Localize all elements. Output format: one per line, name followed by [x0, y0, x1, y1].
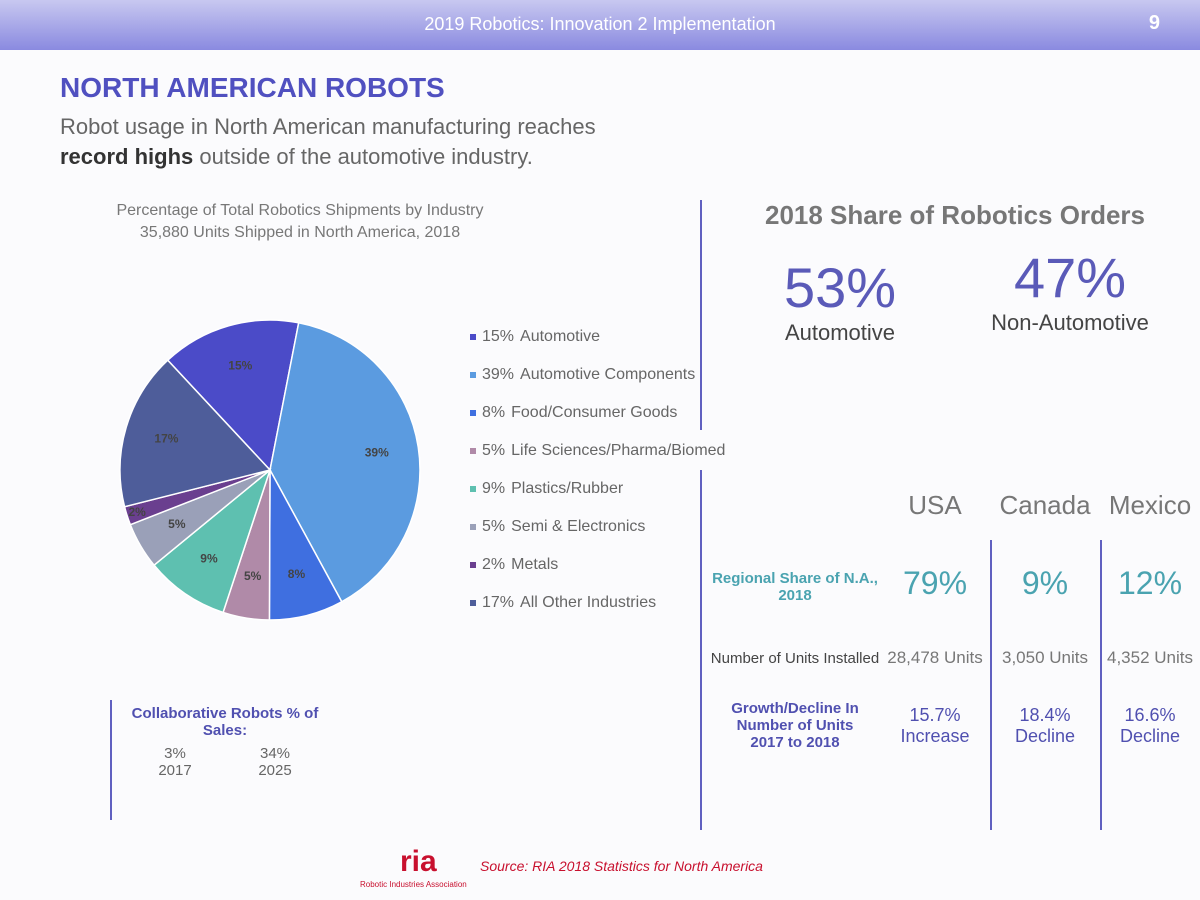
column-header: USA — [908, 490, 962, 520]
slide-subtitle: Robot usage in North American manufactur… — [60, 112, 596, 172]
cell: 12% — [1117, 565, 1183, 601]
cell: 3,050 Units — [1002, 648, 1088, 667]
cell: 15.7% Increase — [900, 705, 970, 746]
slice-label: 9% — [200, 551, 218, 565]
pie-slice — [119, 359, 272, 508]
share-value: 53% — [783, 256, 897, 319]
slice-label: 2% — [128, 505, 146, 519]
legend: 15% Automotive 39% Automotive Components 8% F… — [470, 318, 725, 622]
slice-label: 15% — [228, 358, 252, 372]
share-label: Automotive — [784, 320, 896, 345]
row-label: Growth/Decline In Number of Units 2017 t… — [731, 700, 859, 751]
legend-entry: 9% Plastics/Rubber — [470, 470, 725, 508]
chart-heading: Percentage of Total Robotics Shipments b… — [60, 200, 540, 244]
divider — [700, 200, 702, 430]
cell: 16.6% Decline — [1119, 705, 1181, 746]
pie-slice — [166, 319, 300, 472]
legend-swatch — [470, 372, 476, 378]
legend-value: 5% — [482, 442, 506, 459]
pie-chart: 15% 39% 8% 5% 9% 5% 2% 17% — [119, 319, 421, 621]
legend-value: 5% — [482, 518, 506, 535]
legend-entry: 8% Food/Consumer Goods — [470, 394, 725, 432]
share-item: 47% Non-Automotive — [950, 245, 1190, 336]
legend-value: 15% — [482, 328, 515, 345]
cell: 9% — [1021, 565, 1069, 601]
legend-swatch — [470, 410, 476, 416]
slice-label: 17% — [154, 432, 178, 446]
row-label: Number of Units Installed — [710, 650, 880, 667]
collab-title: Collaborative Robots % of Sales: — [131, 705, 319, 739]
share-title: 2018 Share of Robotics Orders — [764, 200, 1146, 230]
subtitle-line: Robot usage in North American manufactur… — [60, 114, 596, 139]
source: Source: RIA 2018 Statistics for North Am… — [480, 858, 763, 874]
cell: 28,478 Units — [887, 648, 983, 667]
legend-entry: 39% Automotive Components — [470, 356, 725, 394]
divider — [1100, 540, 1102, 830]
legend-label: Food/Consumer Goods — [511, 404, 678, 421]
cell: 18.4% Decline — [1014, 705, 1076, 746]
legend-label: Metals — [511, 556, 559, 573]
cell: 79% — [902, 565, 968, 601]
share-value: 47% — [1013, 246, 1127, 309]
divider — [990, 540, 992, 830]
legend-swatch — [470, 524, 476, 530]
legend-swatch — [470, 562, 476, 568]
legend-value: 9% — [482, 480, 506, 497]
header-title: 2019 Robotics: Innovation 2 Implementati… — [424, 14, 776, 34]
pie-slice — [152, 467, 272, 614]
legend-swatch — [470, 448, 476, 454]
legend-entry: 5% Semi & Electronics — [470, 508, 725, 546]
legend-value: 8% — [482, 404, 506, 421]
slide-title: NORTH AMERICAN ROBOTS — [60, 72, 445, 103]
column-header: Mexico — [1108, 490, 1192, 520]
collab-col: 3% 2017 — [158, 745, 191, 779]
collab-col: 34% 2025 — [258, 745, 291, 779]
collab-year: 2017 — [158, 762, 192, 779]
subtitle-bold: record highs — [60, 144, 194, 169]
legend-entry: 2% Metals — [470, 546, 725, 584]
slice-label: 5% — [168, 517, 186, 531]
slice-label: 39% — [365, 446, 389, 460]
legend-label: Semi & Electronics — [511, 518, 646, 535]
logo-caption: Robotic Industries Association — [360, 880, 467, 889]
legend-swatch — [470, 486, 476, 492]
collab-value: 34% — [259, 745, 291, 762]
row-label: Regional Share of N.A., 2018 — [712, 570, 878, 604]
share-item: 53% Automotive — [740, 255, 940, 346]
chart-subtitle: 35,880 Units Shipped in North America, 2… — [139, 224, 461, 241]
legend-value: 17% — [482, 594, 515, 611]
share-label: Non-Automotive — [991, 310, 1149, 335]
legend-swatch — [470, 600, 476, 606]
cell: 4,352 Units — [1107, 648, 1193, 667]
legend-entry: 5% Life Sciences/Pharma/Biomed — [470, 432, 725, 470]
logo: ria — [400, 845, 437, 878]
slice-label: 5% — [244, 569, 262, 583]
legend-entry: 15% Automotive — [470, 318, 725, 356]
subtitle-rest: outside of the automotive industry. — [193, 144, 533, 169]
legend-value: 39% — [482, 366, 515, 383]
legend-label: Life Sciences/Pharma/Biomed — [511, 442, 726, 459]
legend-value: 2% — [482, 556, 506, 573]
legend-entry: 17% All Other Industries — [470, 584, 725, 622]
legend-swatch — [470, 334, 476, 340]
chart-title: Percentage of Total Robotics Shipments b… — [116, 202, 484, 219]
legend-label: Automotive Components — [520, 366, 696, 383]
legend-label: All Other Industries — [520, 594, 657, 611]
collab-box: Collaborative Robots % of Sales: 3% 2017 … — [125, 705, 325, 779]
divider — [110, 700, 112, 820]
column-header: Canada — [999, 490, 1091, 520]
divider — [700, 470, 702, 830]
legend-label: Plastics/Rubber — [511, 480, 624, 497]
legend-label: Automotive — [520, 328, 601, 345]
pie-slice — [269, 321, 421, 603]
collab-values: 3% 2017 34% 2025 — [125, 745, 325, 779]
collab-value: 3% — [164, 745, 186, 762]
page-number: 9 — [1148, 12, 1160, 34]
header-bar: 2019 Robotics: Innovation 2 Implementati… — [0, 0, 1200, 50]
collab-year: 2025 — [258, 762, 292, 779]
slice-label: 8% — [288, 567, 306, 581]
